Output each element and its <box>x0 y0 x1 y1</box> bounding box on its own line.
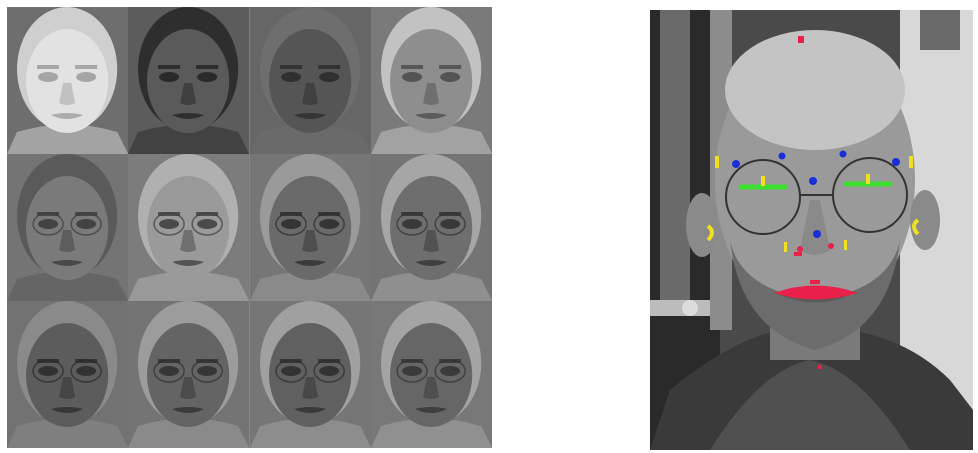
eigenface-tile <box>7 301 129 448</box>
eigenface-tile <box>128 7 250 154</box>
landmark-annotated-photo <box>650 10 973 450</box>
eigenface-tile <box>370 7 492 154</box>
eigenface-tile <box>370 301 492 448</box>
eigenface-tile <box>370 154 492 301</box>
eigenface-tile <box>249 154 371 301</box>
eigenface-tile <box>128 301 250 448</box>
eigenface-tile <box>7 154 129 301</box>
nose-side-markers <box>784 240 847 252</box>
eyebrow-markers <box>715 156 913 168</box>
eye-corner-markers <box>732 150 900 168</box>
eigenface-tile <box>128 154 250 301</box>
eigenface-tile <box>249 7 371 154</box>
chin-marker <box>818 365 822 369</box>
nostril-markers <box>794 243 834 256</box>
eigenface-tile <box>249 301 371 448</box>
mouth-markers <box>774 280 858 300</box>
eigenface-grid <box>7 7 492 448</box>
ear-markers <box>706 218 920 242</box>
pupil-tick-markers <box>761 174 870 186</box>
nose-bridge-marker <box>809 177 821 238</box>
eigenface-tile <box>7 7 129 154</box>
crown-marker <box>798 36 804 43</box>
